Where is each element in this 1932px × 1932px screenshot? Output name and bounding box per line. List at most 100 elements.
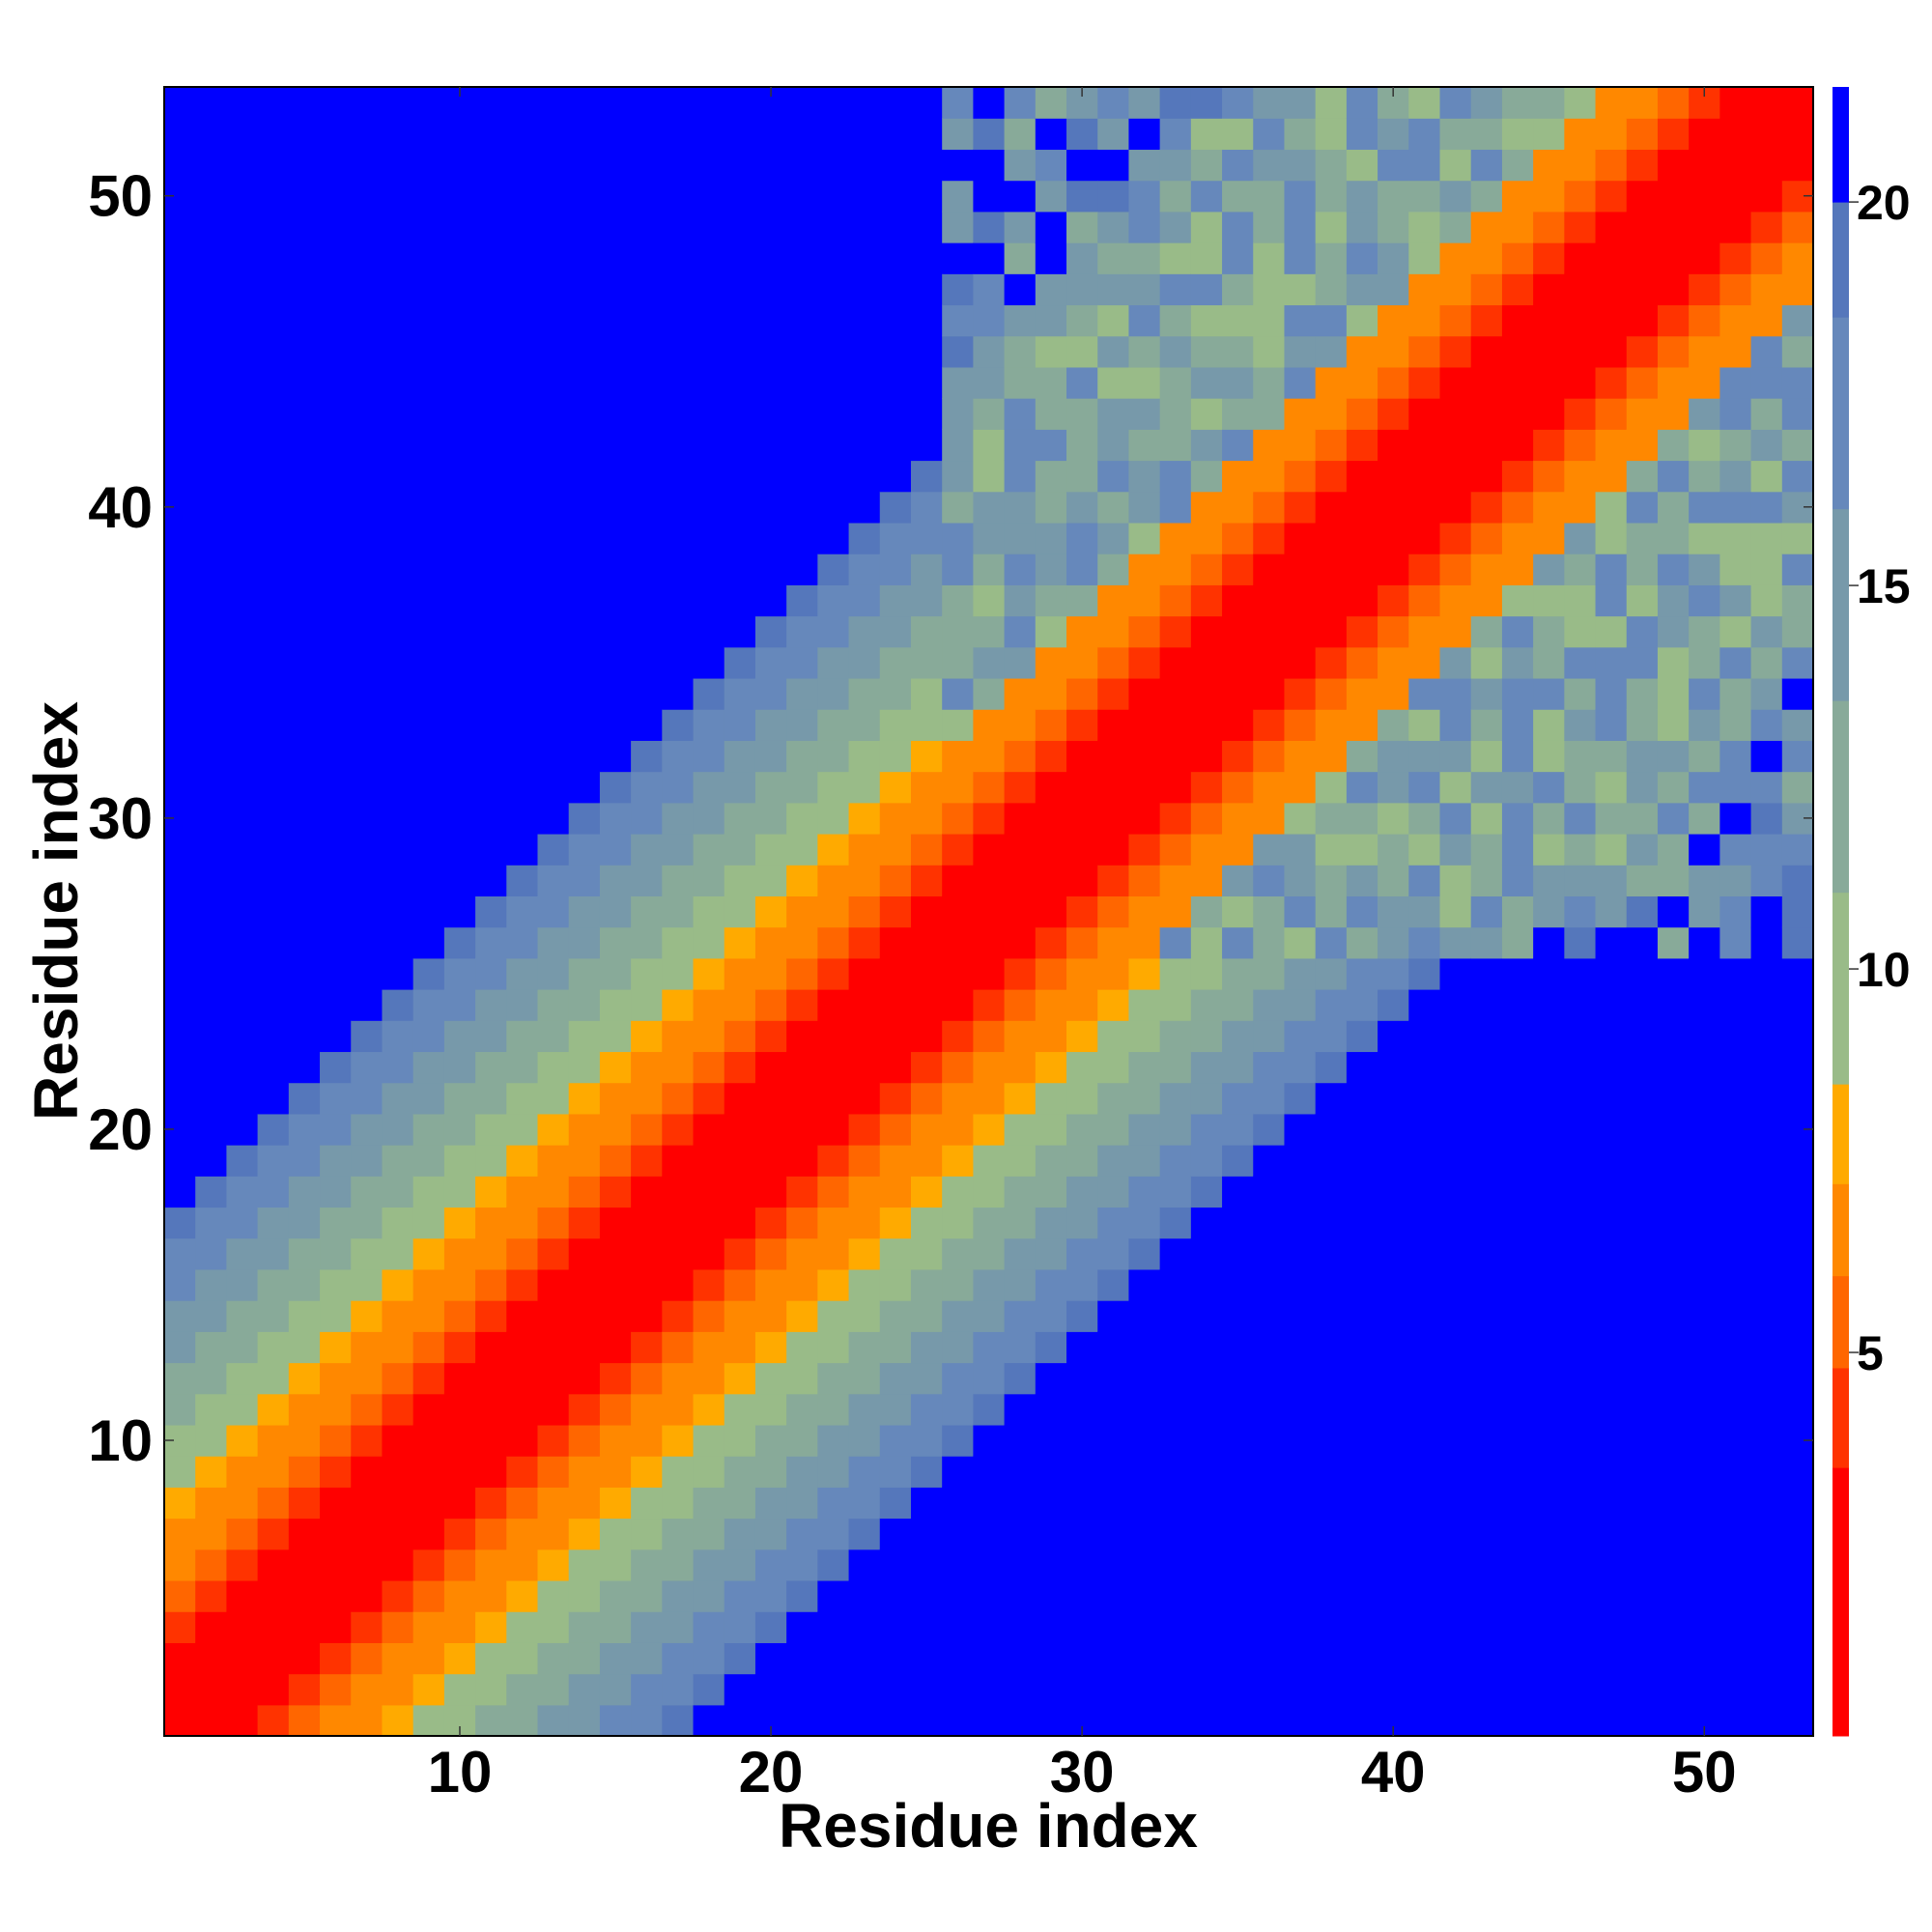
heatmap-cell [1097, 1268, 1130, 1301]
heatmap-cell [1159, 895, 1192, 928]
heatmap-cell [817, 895, 850, 928]
heatmap-cell [1501, 398, 1534, 430]
heatmap-cell [1190, 1113, 1223, 1146]
heatmap-cell [164, 989, 196, 1021]
heatmap-cell [1315, 926, 1348, 959]
heatmap-cell [443, 1207, 476, 1239]
heatmap-cell [724, 740, 756, 773]
heatmap-cell [195, 584, 228, 617]
heatmap-cell [412, 1113, 445, 1146]
heatmap-cell [382, 1020, 414, 1053]
heatmap-cell [848, 273, 881, 306]
heatmap-cell [1066, 180, 1098, 213]
heatmap-cell [693, 1331, 725, 1364]
heatmap-cell [910, 1113, 943, 1146]
heatmap-cell [195, 1704, 228, 1737]
heatmap-cell [631, 429, 663, 462]
heatmap-cell [662, 1300, 695, 1332]
heatmap-cell [195, 1331, 228, 1364]
heatmap-cell [226, 989, 259, 1021]
heatmap-cell [1346, 1548, 1378, 1581]
heatmap-cell [195, 522, 228, 554]
heatmap-cell [1035, 491, 1067, 524]
heatmap-cell [537, 677, 570, 710]
heatmap-cell [693, 554, 725, 585]
heatmap-cell [599, 491, 632, 524]
heatmap-cell [1004, 989, 1037, 1021]
heatmap-cell [1564, 1673, 1597, 1706]
heatmap-cell [351, 615, 384, 648]
heatmap-cell [1315, 1300, 1348, 1332]
heatmap-cell [1564, 1145, 1597, 1177]
heatmap-cell [351, 273, 384, 306]
heatmap-cell [164, 366, 196, 399]
heatmap-cell [724, 1424, 756, 1457]
heatmap-cell [1190, 460, 1223, 493]
heatmap-cell [1378, 398, 1409, 430]
heatmap-cell [1128, 149, 1161, 182]
heatmap-cell [693, 1456, 725, 1488]
heatmap-cell [1408, 1518, 1441, 1550]
heatmap-cell [879, 1020, 912, 1053]
heatmap-cell [1470, 1518, 1503, 1550]
heatmap-cell [1190, 1082, 1223, 1115]
heatmap-cell [1439, 771, 1472, 804]
heatmap-cell [412, 1548, 445, 1581]
heatmap-cell [817, 1082, 850, 1115]
heatmap-cell [1190, 211, 1223, 243]
heatmap-cell [942, 895, 974, 928]
heatmap-cell [1439, 926, 1472, 959]
heatmap-cell [724, 895, 756, 928]
heatmap-cell [1284, 865, 1317, 896]
heatmap-cell [288, 1424, 321, 1457]
heatmap-cell [1750, 1331, 1783, 1364]
heatmap-cell [973, 522, 1006, 554]
heatmap-cell [1378, 491, 1409, 524]
heatmap-cell [1501, 1579, 1534, 1612]
heatmap-cell [1004, 802, 1037, 835]
heatmap-cell [786, 87, 818, 119]
heatmap-cell [537, 709, 570, 741]
heatmap-cell [1657, 1020, 1690, 1053]
heatmap-cell [1657, 366, 1690, 399]
heatmap-cell [1159, 491, 1192, 524]
heatmap-cell [1408, 1548, 1441, 1581]
heatmap-cell [443, 584, 476, 617]
heatmap-cell [817, 740, 850, 773]
heatmap-cell [1004, 491, 1037, 524]
heatmap-cell [1128, 1082, 1161, 1115]
heatmap-cell [599, 865, 632, 896]
heatmap-cell [786, 1518, 818, 1550]
heatmap-cell [1378, 118, 1409, 151]
heatmap-cell [942, 118, 974, 151]
heatmap-cell [693, 460, 725, 493]
heatmap-cell [1657, 1145, 1690, 1177]
heatmap-cell [973, 1424, 1006, 1457]
heatmap-cell [879, 491, 912, 524]
heatmap-cell [1689, 398, 1720, 430]
heatmap-cell [942, 1548, 974, 1581]
heatmap-cell [1004, 584, 1037, 617]
heatmap-cell [257, 1300, 290, 1332]
heatmap-cell [1190, 677, 1223, 710]
heatmap-cell [942, 1393, 974, 1426]
heatmap-cell [754, 1237, 787, 1270]
heatmap-cell [443, 926, 476, 959]
heatmap-cell [1159, 304, 1192, 337]
heatmap-cell [1284, 522, 1317, 554]
heatmap-cell [1781, 1300, 1814, 1332]
heatmap-cell [320, 1611, 352, 1643]
heatmap-cell [1346, 554, 1378, 585]
heatmap-cell [693, 429, 725, 462]
heatmap-cell [1378, 366, 1409, 399]
heatmap-cell [412, 1176, 445, 1208]
heatmap-cell [1159, 1176, 1192, 1208]
heatmap-cell [1346, 335, 1378, 368]
heatmap-cell [1284, 1579, 1317, 1612]
heatmap-cell [1035, 335, 1067, 368]
heatmap-cell [693, 1268, 725, 1301]
heatmap-cell [1004, 926, 1037, 959]
heatmap-cell [320, 522, 352, 554]
heatmap-cell [879, 522, 912, 554]
heatmap-cell [1004, 1487, 1037, 1520]
